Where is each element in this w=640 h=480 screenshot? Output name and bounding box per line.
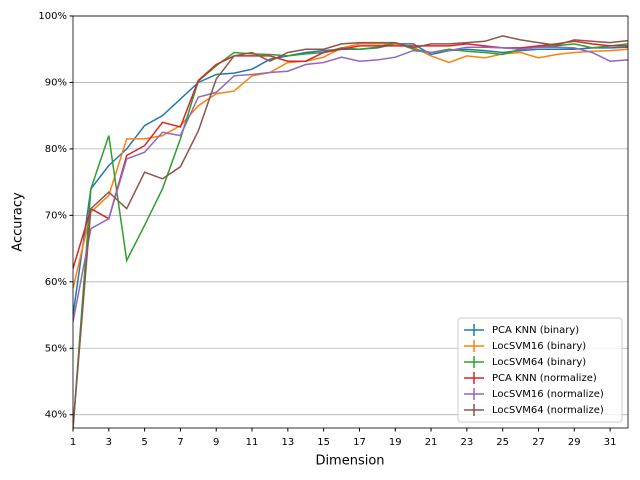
y-tick-label: 90% xyxy=(45,77,67,88)
x-tick-label: 9 xyxy=(213,437,219,448)
x-tick-label: 27 xyxy=(532,437,545,448)
legend-label: LocSVM64 (binary) xyxy=(492,357,586,368)
x-tick-label: 23 xyxy=(461,437,474,448)
legend-box xyxy=(457,317,623,423)
y-tick-label: 80% xyxy=(45,144,67,155)
y-axis-label: Accuracy xyxy=(11,192,26,252)
legend-label: LocSVM16 (normalize) xyxy=(492,389,604,400)
y-tick-label: 70% xyxy=(45,210,67,221)
x-tick-label: 3 xyxy=(106,437,112,448)
x-axis-label: Dimension xyxy=(315,454,384,469)
x-tick-label: 25 xyxy=(496,437,509,448)
y-tick-label: 40% xyxy=(45,410,67,421)
y-tick-label: 60% xyxy=(45,277,67,288)
y-tick-label: 50% xyxy=(45,343,67,354)
x-tick-label: 17 xyxy=(353,437,366,448)
legend-label: LocSVM64 (normalize) xyxy=(492,405,604,416)
x-tick-label: 11 xyxy=(246,437,259,448)
x-tick-label: 29 xyxy=(568,437,581,448)
x-tick-label: 19 xyxy=(389,437,402,448)
x-tick-label: 15 xyxy=(317,437,330,448)
legend-label: PCA KNN (normalize) xyxy=(492,373,597,384)
series-line xyxy=(73,43,628,316)
legend-label: LocSVM16 (binary) xyxy=(492,341,586,352)
series-line xyxy=(73,43,628,289)
plot-frame xyxy=(72,15,629,429)
x-tick-label: 1 xyxy=(70,437,76,448)
series-line xyxy=(73,35,628,428)
x-tick-label: 5 xyxy=(141,437,147,448)
x-tick-label: 31 xyxy=(604,437,617,448)
legend-label: PCA KNN (binary) xyxy=(492,325,579,336)
x-tick-label: 13 xyxy=(281,437,294,448)
series-line xyxy=(73,46,628,322)
x-tick-label: 21 xyxy=(425,437,438,448)
y-tick-label: 100% xyxy=(38,11,67,22)
series-line xyxy=(73,40,628,269)
x-tick-label: 7 xyxy=(177,437,183,448)
